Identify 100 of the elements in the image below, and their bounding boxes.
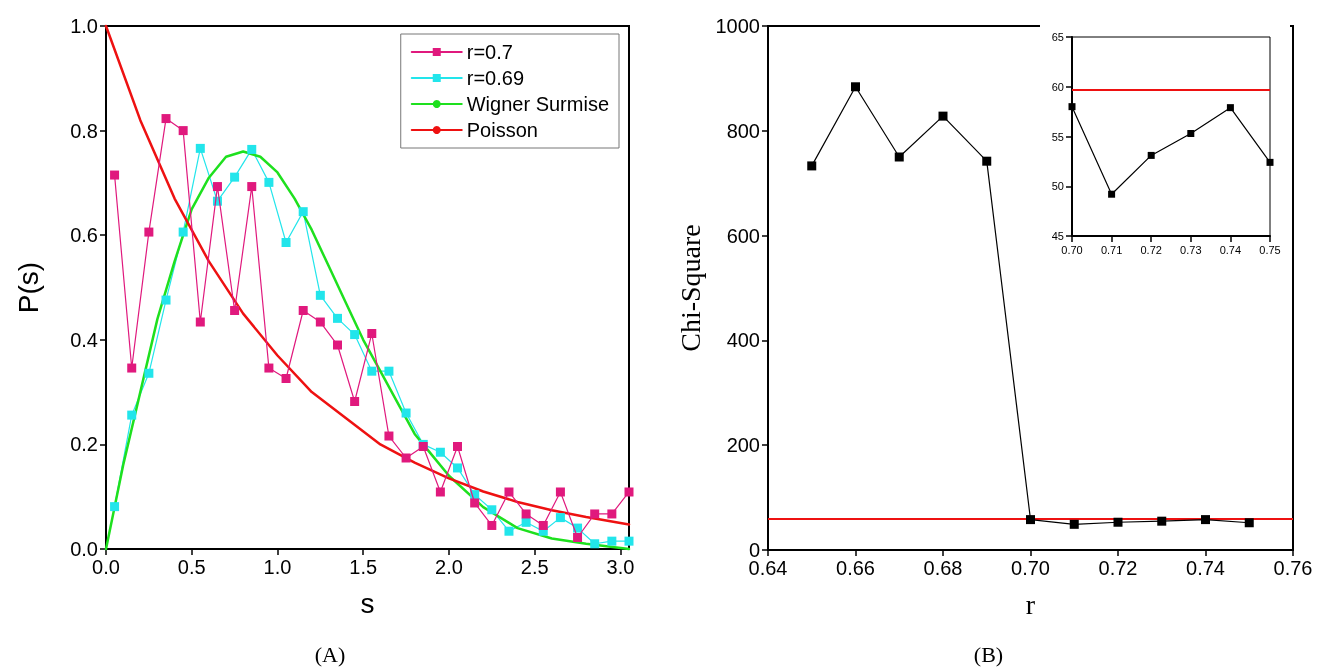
legend-label: Wigner Surmise (466, 93, 610, 115)
point (367, 329, 377, 339)
point (1069, 519, 1079, 529)
point (230, 172, 240, 182)
y-tick-label: 600 (726, 224, 760, 247)
point (624, 536, 634, 546)
y-tick-label: 45 (1051, 230, 1064, 242)
point (453, 463, 463, 473)
point (894, 152, 904, 162)
point (384, 431, 394, 441)
point (161, 114, 171, 124)
x-tick-label: 0.5 (177, 556, 206, 578)
legend-label: Poisson (466, 119, 538, 141)
y-tick-label: 400 (726, 329, 760, 352)
text: (A) (314, 641, 346, 667)
x-tick-label: 0.72 (1098, 557, 1138, 579)
point (521, 517, 531, 527)
point (401, 453, 411, 463)
x-tick-label: 1.0 (263, 556, 292, 578)
y-tick-label: 0.4 (70, 328, 98, 351)
point (367, 366, 377, 376)
point (607, 536, 617, 546)
point (350, 397, 360, 407)
point (144, 227, 154, 237)
point (1113, 517, 1123, 527)
x-tick-label: 0.72 (1140, 243, 1162, 256)
point (315, 290, 325, 300)
point (178, 126, 188, 136)
point (487, 520, 497, 530)
point (298, 306, 308, 316)
point (521, 509, 531, 519)
y-tick-label: 60 (1051, 80, 1064, 93)
point (555, 487, 565, 497)
text: (B) (973, 641, 1004, 667)
point (573, 532, 583, 542)
y-tick-label: 800 (726, 119, 760, 142)
point (538, 520, 548, 530)
point (624, 487, 634, 497)
y-tick-label: 0.2 (70, 433, 98, 456)
point (195, 143, 205, 153)
point (807, 161, 817, 171)
point (264, 177, 274, 187)
y-tick-label: 0.8 (70, 119, 98, 142)
x-tick-label: 0.75 (1259, 243, 1281, 256)
legend-label: r=0.69 (466, 67, 525, 89)
x-tick-label: 1.5 (349, 556, 378, 578)
line-series (104, 24, 631, 526)
point (384, 366, 394, 376)
point (435, 447, 445, 457)
point (435, 487, 445, 497)
point (453, 441, 463, 451)
legend-label: r=0.7 (466, 41, 513, 63)
x-tick-label: 0.74 (1219, 243, 1242, 256)
y-tick-label: 65 (1051, 31, 1064, 43)
x-tick-label: 0.66 (836, 557, 875, 579)
point (247, 182, 257, 192)
y-axis-title: Chi-Square (674, 224, 706, 352)
y-tick-label: 55 (1051, 130, 1064, 143)
point (1244, 518, 1254, 528)
point (1026, 515, 1035, 525)
x-tick-label: 3.0 (606, 556, 635, 578)
y-tick-label: 50 (1051, 180, 1064, 193)
x-tick-label: 2.5 (520, 556, 549, 578)
point (264, 363, 274, 373)
point (1108, 190, 1116, 198)
point (504, 526, 514, 536)
point (230, 306, 240, 316)
point (144, 368, 154, 378)
point (590, 539, 600, 549)
point (281, 238, 291, 248)
point (195, 317, 205, 327)
point (350, 330, 360, 340)
point (127, 363, 137, 373)
point (1147, 151, 1155, 159)
point (938, 111, 948, 121)
x-axis-title: r (1025, 588, 1036, 620)
x-tick-label: 2.0 (435, 556, 463, 578)
x-tick-label: 0.73 (1180, 243, 1202, 256)
point (470, 498, 480, 508)
point (504, 487, 514, 497)
point (127, 410, 137, 420)
point (110, 502, 120, 512)
y-tick-label: 0.6 (70, 224, 98, 247)
y-tick-label: 200 (726, 434, 760, 457)
point (1201, 515, 1210, 525)
point (982, 156, 992, 166)
point (607, 509, 617, 519)
point (332, 340, 342, 350)
point (555, 513, 565, 523)
point (161, 295, 171, 305)
point (281, 374, 291, 383)
x-tick-label: 0.70 (1061, 243, 1083, 256)
x-axis-title: s (360, 587, 375, 619)
x-tick-label: 0.76 (1273, 557, 1313, 579)
point (1068, 103, 1076, 111)
point (332, 313, 342, 323)
point (315, 317, 325, 327)
x-tick-label: 0.70 (1011, 557, 1050, 579)
point (401, 408, 411, 418)
point (110, 170, 120, 180)
